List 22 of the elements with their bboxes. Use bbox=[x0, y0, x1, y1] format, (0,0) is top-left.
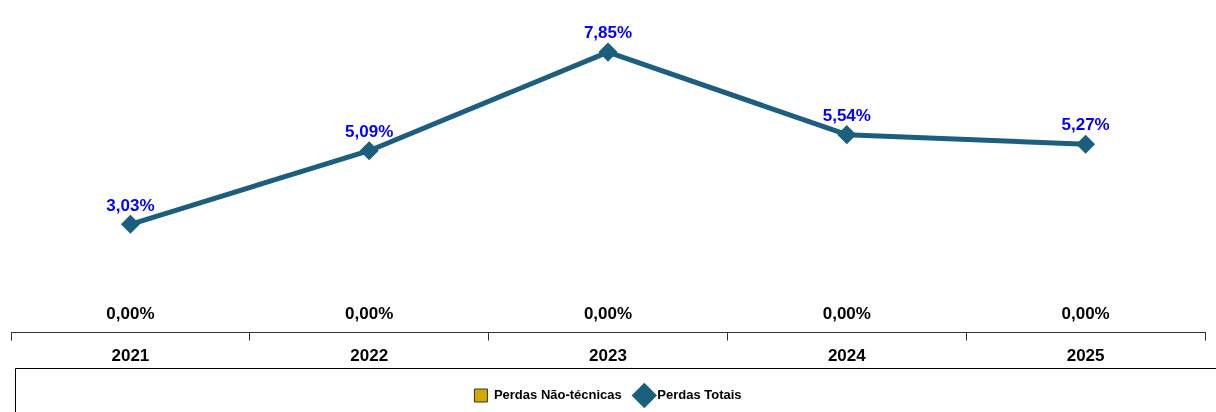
point bbox=[121, 215, 139, 233]
legend-label: Perdas Não-técnicas bbox=[493, 387, 622, 403]
point bbox=[838, 126, 856, 144]
point bbox=[599, 43, 617, 61]
data-label: 0,00% bbox=[583, 303, 633, 323]
x-tick-label: 2024 bbox=[827, 346, 867, 366]
point bbox=[1077, 135, 1095, 153]
legend-label: Perdas Totais bbox=[657, 387, 742, 403]
data-label: 5,27% bbox=[1061, 115, 1110, 135]
data-label: 0,00% bbox=[822, 303, 871, 323]
data-label: 7,85% bbox=[583, 23, 633, 43]
x-tick-label: 2025 bbox=[1066, 346, 1105, 366]
point bbox=[360, 142, 378, 160]
x-tick-label: 2022 bbox=[350, 346, 389, 366]
data-label: 0,00% bbox=[345, 303, 394, 323]
data-label: 0,00% bbox=[1061, 303, 1110, 323]
data-label: 3,03% bbox=[106, 195, 155, 215]
data-label: 5,54% bbox=[822, 105, 871, 125]
x-tick-label: 2023 bbox=[589, 346, 627, 366]
data-label: 0,00% bbox=[106, 303, 155, 323]
x-tick-label: 2021 bbox=[111, 346, 150, 366]
data-label: 5,09% bbox=[345, 121, 394, 141]
